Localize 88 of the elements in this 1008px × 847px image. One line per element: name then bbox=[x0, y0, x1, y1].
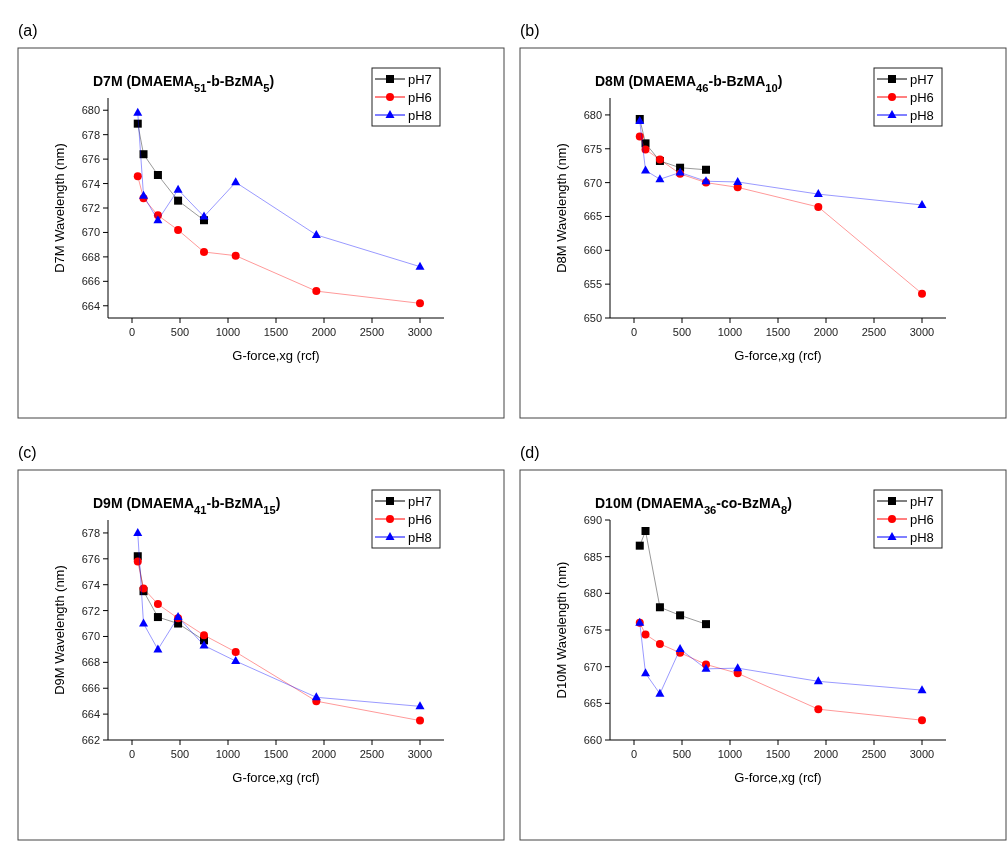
y-tick-label: 660 bbox=[583, 734, 602, 746]
y-tick-label: 678 bbox=[81, 526, 100, 539]
text: (b) bbox=[520, 22, 540, 39]
x-tick-label: 3000 bbox=[407, 326, 433, 338]
x-tick-label: 1500 bbox=[263, 326, 289, 338]
y-tick-label: 655 bbox=[583, 278, 602, 291]
x-tick-label: 500 bbox=[672, 748, 692, 760]
legend-label: pH8 bbox=[910, 530, 934, 545]
x-tick-label: 3000 bbox=[909, 326, 935, 338]
legend-label: pH7 bbox=[910, 494, 934, 509]
y-tick-label: 660 bbox=[583, 244, 602, 257]
x-tick-label: 1000 bbox=[717, 326, 743, 338]
x-tick-label: 1000 bbox=[717, 748, 743, 760]
y-tick-label: 690 bbox=[583, 514, 602, 526]
y-axis-title: D10M Wavelength (nm) bbox=[554, 561, 569, 699]
y-tick-label: 666 bbox=[81, 682, 100, 695]
x-tick-label: 500 bbox=[170, 748, 190, 760]
legend-label: pH7 bbox=[408, 494, 432, 509]
x-tick-label: 2000 bbox=[813, 326, 839, 338]
y-tick-label: 670 bbox=[583, 660, 602, 673]
legend-label: pH7 bbox=[910, 72, 934, 87]
y-tick-label: 670 bbox=[583, 176, 602, 189]
x-tick-label: 500 bbox=[672, 326, 692, 338]
y-tick-label: 668 bbox=[81, 250, 100, 263]
y-tick-label: 680 bbox=[583, 108, 602, 121]
y-tick-label: 666 bbox=[81, 275, 100, 288]
y-tick-label: 680 bbox=[583, 587, 602, 600]
legend-label: pH8 bbox=[408, 108, 432, 123]
legend-label: pH8 bbox=[408, 530, 432, 545]
x-tick-label: 0 bbox=[128, 326, 136, 338]
y-tick-label: 664 bbox=[81, 708, 100, 721]
text: (d) bbox=[520, 444, 540, 461]
x-axis-title: G-force,xg (rcf) bbox=[734, 770, 822, 785]
y-axis-title: D9M Wavelength (nm) bbox=[52, 565, 67, 695]
y-tick-label: 678 bbox=[81, 128, 100, 141]
legend-label: pH6 bbox=[408, 90, 432, 105]
legend-label: pH6 bbox=[408, 512, 432, 527]
y-tick-label: 670 bbox=[81, 630, 100, 643]
chart-title: D8M (DMAEMA$_{46}$-b-BzMA$_{10}$) bbox=[595, 73, 783, 94]
y-tick-label: 665 bbox=[583, 210, 602, 223]
legend-label: pH6 bbox=[910, 512, 934, 527]
x-tick-label: 0 bbox=[630, 748, 638, 760]
chart-title: D9M (DMAEMA$_{41}$-b-BzMA$_{15}$) bbox=[93, 495, 281, 516]
x-tick-label: 1500 bbox=[765, 748, 791, 760]
x-tick-label: 1000 bbox=[215, 326, 241, 338]
x-tick-label: 0 bbox=[630, 326, 638, 338]
y-tick-label: 676 bbox=[81, 552, 100, 565]
legend-label: pH7 bbox=[408, 72, 432, 87]
x-tick-label: 3000 bbox=[909, 748, 935, 760]
text: (a) bbox=[18, 22, 38, 39]
y-tick-label: 675 bbox=[583, 142, 602, 155]
x-tick-label: 0 bbox=[128, 748, 136, 760]
legend-label: pH8 bbox=[910, 108, 934, 123]
y-tick-label: 668 bbox=[81, 656, 100, 669]
y-axis-title: D8M Wavelength (nm) bbox=[554, 143, 569, 273]
y-axis-title: D7M Wavelength (nm) bbox=[52, 143, 67, 273]
x-axis-title: G-force,xg (rcf) bbox=[734, 348, 822, 363]
x-tick-label: 1000 bbox=[215, 748, 241, 760]
x-tick-label: 2500 bbox=[359, 326, 385, 338]
y-tick-label: 665 bbox=[583, 697, 602, 710]
chart-title: D10M (DMAEMA$_{36}$-co-BzMA$_{8}$) bbox=[595, 495, 792, 516]
y-tick-label: 670 bbox=[81, 226, 100, 239]
y-tick-label: 672 bbox=[81, 202, 100, 214]
x-tick-label: 500 bbox=[170, 326, 190, 338]
y-tick-label: 676 bbox=[81, 153, 100, 166]
y-tick-label: 675 bbox=[583, 624, 602, 636]
y-tick-label: 674 bbox=[81, 578, 100, 591]
x-tick-label: 2500 bbox=[861, 748, 887, 760]
x-tick-label: 2000 bbox=[311, 748, 337, 760]
x-axis-title: G-force,xg (rcf) bbox=[232, 770, 320, 785]
x-tick-label: 2500 bbox=[359, 748, 385, 760]
x-tick-label: 1500 bbox=[263, 748, 289, 760]
y-tick-label: 662 bbox=[81, 734, 100, 746]
x-axis-title: G-force,xg (rcf) bbox=[232, 348, 320, 363]
y-tick-label: 650 bbox=[583, 312, 602, 324]
legend-label: pH6 bbox=[910, 90, 934, 105]
y-tick-label: 674 bbox=[81, 177, 100, 190]
y-tick-label: 664 bbox=[81, 299, 100, 312]
y-tick-label: 685 bbox=[583, 550, 602, 563]
text: (c) bbox=[18, 444, 37, 461]
x-tick-label: 2000 bbox=[311, 326, 337, 338]
y-tick-label: 672 bbox=[81, 604, 100, 617]
y-tick-label: 680 bbox=[81, 104, 100, 117]
x-tick-label: 2500 bbox=[861, 326, 887, 338]
chart-title: D7M (DMAEMA$_{51}$-b-BzMA$_{5}$) bbox=[93, 73, 275, 94]
x-tick-label: 3000 bbox=[407, 748, 433, 760]
x-tick-label: 1500 bbox=[765, 326, 791, 338]
x-tick-label: 2000 bbox=[813, 748, 839, 760]
